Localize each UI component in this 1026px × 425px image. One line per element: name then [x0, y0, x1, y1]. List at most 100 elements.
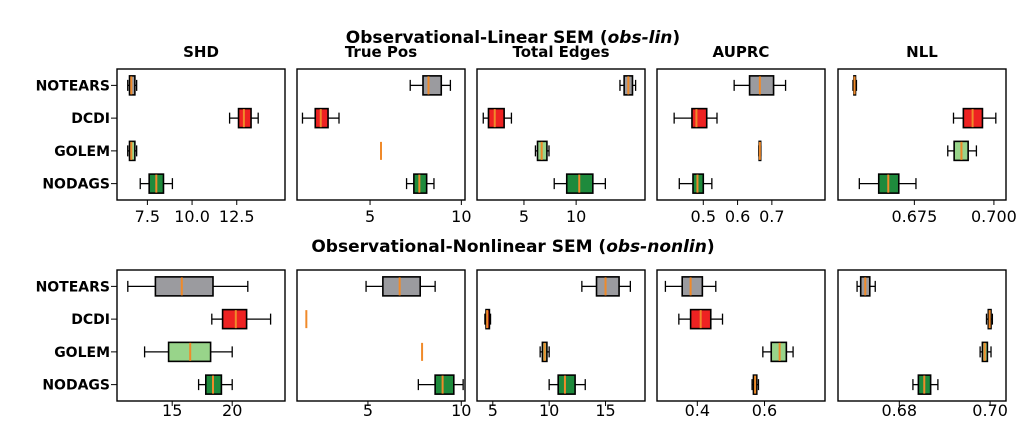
box-nodags	[751, 374, 760, 395]
box-nodags	[912, 374, 939, 395]
x-tick-label: 0.4	[685, 401, 710, 420]
x-tick-label: 0.700	[971, 207, 1017, 226]
box-dcdi	[482, 107, 513, 129]
x-tick-label: 5	[363, 401, 373, 420]
box-notears	[664, 276, 717, 297]
obs-nonlin-row: Observational-Nonlinear SEM (obs-nonlin)…	[36, 237, 1008, 420]
method-label-golem: GOLEM	[54, 144, 110, 160]
panel-metric-2: 5 10 15	[476, 269, 646, 420]
box-golem	[534, 140, 550, 162]
x-tick-label: 15	[162, 401, 182, 420]
box-nodags	[858, 173, 917, 194]
x-tick-label: 0.6	[752, 401, 777, 420]
box-golem	[979, 341, 992, 363]
box-nodags	[139, 173, 174, 194]
iqr-box	[154, 276, 214, 297]
box-nodags	[405, 173, 435, 194]
x-tick-label: 0.70	[972, 401, 1008, 420]
panel-frame	[296, 68, 466, 201]
panel-true-pos: True Pos 5 10	[296, 43, 472, 226]
panel-frame	[656, 269, 826, 402]
method-label-golem: GOLEM	[54, 345, 110, 361]
box-nodags	[678, 173, 713, 194]
box-dcdi	[228, 107, 259, 129]
box-golem	[143, 341, 233, 363]
box-notears	[127, 75, 138, 96]
box-notears	[365, 276, 436, 297]
panel-metric-4: 0.68 0.70	[837, 269, 1008, 420]
row-title: Observational-Linear SEM (obs-lin)	[346, 28, 680, 48]
iqr-box	[557, 374, 576, 395]
box-dcdi	[952, 107, 997, 129]
x-tick-label: 7.5	[135, 207, 160, 226]
method-label-dcdi: DCDI	[71, 312, 110, 328]
x-tick-label: 10	[451, 207, 471, 226]
box-golem	[539, 341, 550, 363]
box-dcdi	[211, 308, 272, 330]
panel-metric-3: 0.4 0.6	[656, 269, 826, 420]
box-notears	[581, 276, 631, 297]
box-notears	[856, 276, 876, 297]
panel-title: NLL	[906, 43, 938, 61]
method-label-dcdi: DCDI	[71, 111, 110, 127]
panel-frame	[837, 269, 1007, 402]
x-tick-label: 15	[595, 401, 615, 420]
box-notears	[409, 75, 452, 96]
panel-metric-0: 15 20	[116, 269, 286, 420]
obs-lin-row: Observational-Linear SEM (obs-lin) NOTEAR…	[36, 28, 1017, 226]
panel-frame	[837, 68, 1007, 201]
x-tick-label: 0.7	[759, 207, 784, 226]
iqr-box	[382, 276, 422, 297]
panel-nll: NLL 0.675 0.700	[837, 43, 1017, 226]
method-label-notears: NOTEARS	[36, 279, 110, 295]
panel-total-edges: Total Edges 5 10	[476, 43, 646, 226]
box-nodags	[197, 374, 233, 395]
box-notears	[619, 75, 637, 96]
iqr-box	[691, 107, 708, 129]
x-tick-label: 0.6	[725, 207, 750, 226]
panel-frame	[116, 269, 286, 402]
iqr-box	[434, 374, 455, 395]
panel-title: AUPRC	[713, 43, 770, 61]
x-tick-label: 20	[222, 401, 242, 420]
x-tick-label: 10.0	[174, 207, 210, 226]
x-tick-label: 10	[539, 401, 559, 420]
iqr-box	[487, 107, 505, 129]
box-golem	[947, 140, 978, 162]
box-notears	[852, 75, 858, 96]
row-title: Observational-Nonlinear SEM (obs-nonlin)	[311, 237, 714, 257]
panel-title: True Pos	[345, 43, 417, 61]
panel-title: SHD	[183, 43, 219, 61]
box-dcdi	[484, 308, 492, 330]
panel-auprc: AUPRC 0.5 0.6 0.7	[656, 43, 826, 226]
iqr-box	[681, 276, 704, 297]
box-golem	[762, 341, 794, 363]
method-label-nodags: NODAGS	[42, 378, 110, 394]
box-notears	[733, 75, 787, 96]
x-tick-label: 10	[451, 401, 471, 420]
panel-frame	[116, 68, 286, 201]
method-label-nodags: NODAGS	[42, 177, 110, 193]
iqr-box	[422, 75, 443, 96]
x-tick-label: 0.5	[691, 207, 716, 226]
box-dcdi	[678, 308, 724, 330]
iqr-box	[595, 276, 620, 297]
x-tick-label: 5	[365, 207, 375, 226]
box-dcdi	[301, 107, 340, 129]
box-nodags	[417, 374, 464, 395]
x-tick-label: 5	[488, 401, 498, 420]
panel-shd: SHD 7.5 10.0 12.5	[116, 43, 286, 226]
iqr-box	[221, 308, 248, 330]
box-nodags	[548, 374, 586, 395]
x-tick-label: 5	[519, 207, 529, 226]
box-dcdi	[673, 107, 718, 129]
box-golem	[758, 140, 762, 162]
iqr-box	[748, 75, 775, 96]
box-notears	[127, 276, 249, 297]
x-tick-label: 0.68	[881, 401, 917, 420]
box-golem	[127, 140, 138, 162]
panel-frame	[656, 68, 826, 201]
panel-title: Total Edges	[512, 43, 609, 61]
x-tick-label: 12.5	[219, 207, 255, 226]
